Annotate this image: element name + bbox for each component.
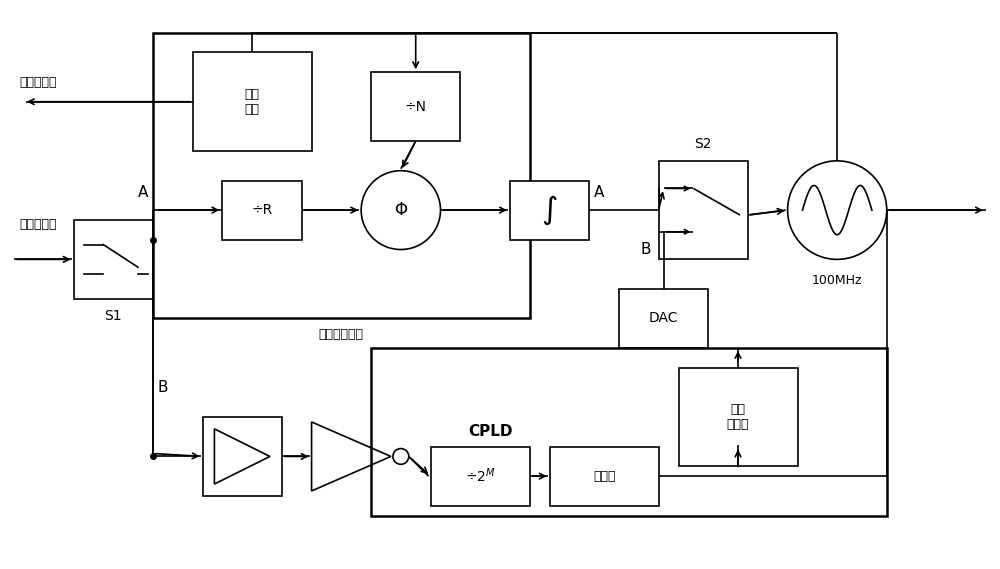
Text: DAC: DAC	[649, 311, 678, 325]
Text: 计算
与控制: 计算 与控制	[727, 403, 749, 431]
Text: 时钟管理芯片: 时钟管理芯片	[319, 328, 364, 341]
Text: ÷N: ÷N	[405, 100, 427, 114]
Bar	[431, 447, 530, 506]
Bar	[510, 180, 589, 240]
Bar	[222, 180, 302, 240]
Text: 外参考输入: 外参考输入	[19, 218, 57, 232]
Text: CPLD: CPLD	[468, 424, 512, 439]
Text: $\div 2^M$: $\div 2^M$	[465, 467, 496, 485]
Bar	[678, 368, 798, 467]
Bar	[193, 52, 312, 151]
Bar	[550, 447, 659, 506]
Text: 时钟
分配: 时钟 分配	[245, 88, 260, 116]
Text: S1: S1	[104, 308, 122, 323]
Text: B: B	[640, 242, 651, 257]
Text: Φ: Φ	[394, 201, 407, 219]
Circle shape	[361, 171, 441, 250]
Bar	[371, 72, 460, 141]
Text: S2: S2	[695, 137, 712, 151]
Bar	[619, 289, 708, 348]
Bar	[371, 348, 887, 516]
Text: 计数器: 计数器	[593, 469, 615, 483]
Text: A: A	[594, 185, 605, 200]
Text: $\int$: $\int$	[541, 193, 558, 227]
Bar	[203, 417, 282, 496]
Text: 外参考输出: 外参考输出	[19, 76, 57, 89]
Text: ÷R: ÷R	[251, 203, 273, 217]
Text: 100MHz: 100MHz	[812, 274, 862, 287]
Circle shape	[788, 161, 887, 259]
Text: A: A	[138, 185, 148, 200]
Bar	[153, 33, 530, 319]
Text: B: B	[158, 380, 168, 395]
Circle shape	[393, 448, 409, 464]
Bar	[659, 161, 748, 259]
Bar	[74, 220, 153, 299]
